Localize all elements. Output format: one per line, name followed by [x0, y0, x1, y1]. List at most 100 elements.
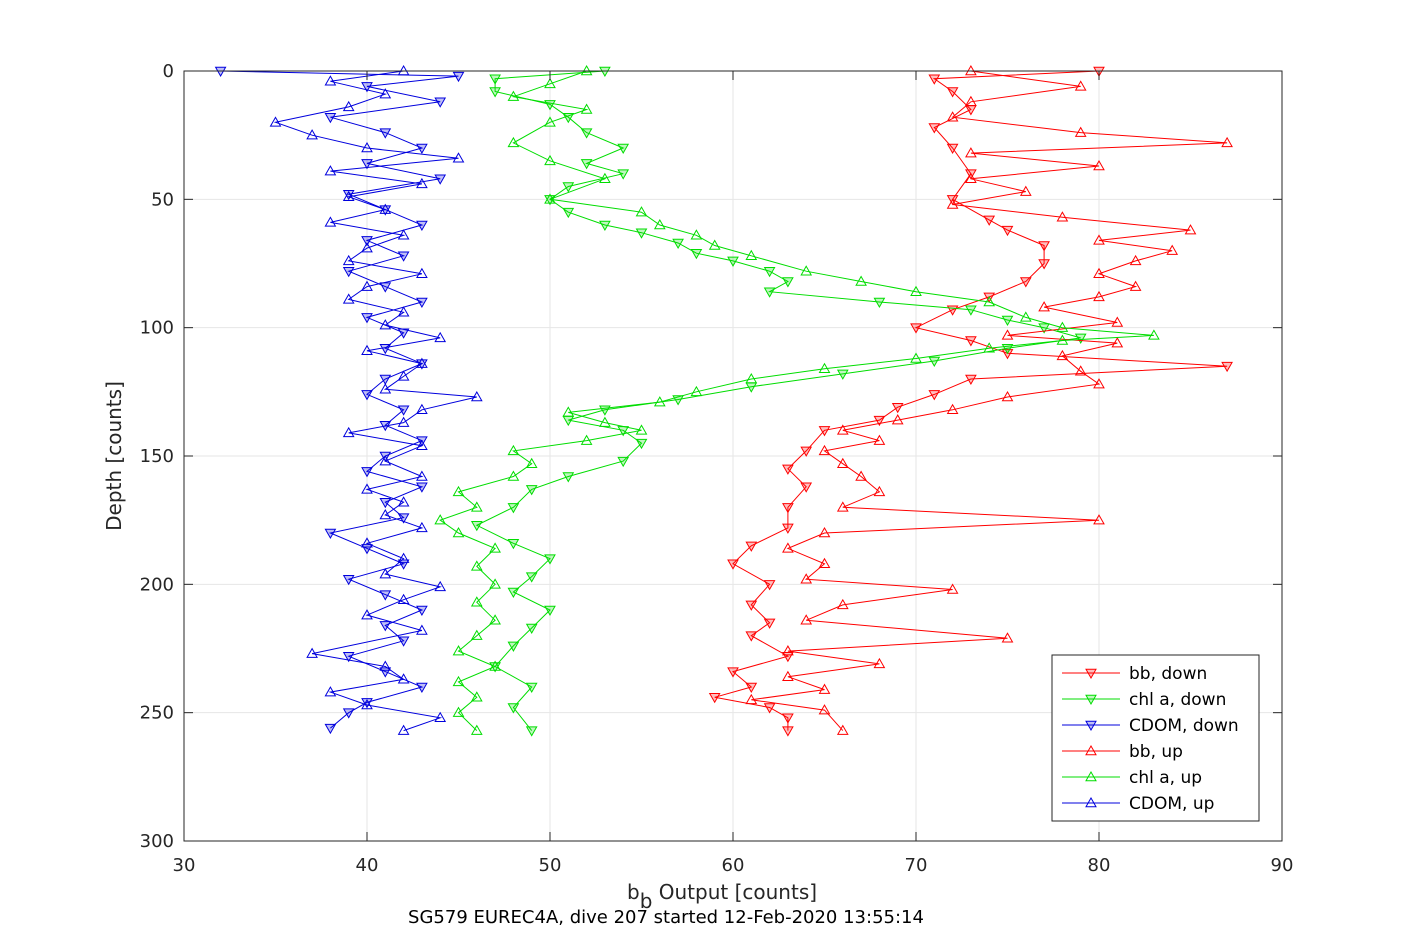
legend-marker	[1085, 668, 1097, 680]
data-point	[617, 456, 630, 468]
series-cdom-up	[269, 64, 483, 735]
data-point	[489, 578, 501, 589]
x-axis-label-rest: Output [counts]	[652, 880, 817, 904]
series-line-cdom-down	[220, 70, 459, 729]
data-point	[580, 103, 593, 114]
data-point	[361, 537, 373, 548]
data-point	[361, 141, 373, 153]
data-point	[507, 470, 520, 481]
data-point	[1074, 333, 1087, 344]
series-line-bb-down	[714, 70, 1228, 731]
data-point	[873, 415, 886, 427]
data-point	[1093, 290, 1105, 302]
data-point	[562, 207, 575, 219]
data-point	[361, 467, 373, 478]
data-point	[324, 528, 337, 540]
data-point	[562, 182, 575, 193]
legend-label: CDOM, down	[1129, 716, 1239, 736]
data-point	[416, 220, 428, 232]
data-point	[782, 503, 794, 514]
series-chl-a-up	[434, 64, 1160, 735]
data-point	[836, 369, 849, 380]
data-point	[562, 112, 575, 124]
data-point	[397, 636, 410, 647]
data-point	[379, 282, 392, 293]
data-point	[946, 111, 959, 122]
data-point	[470, 560, 483, 571]
data-point	[800, 482, 813, 493]
data-point	[324, 686, 337, 697]
data-point	[946, 87, 959, 98]
data-point	[416, 470, 428, 481]
data-point	[452, 526, 465, 538]
data-point	[1074, 126, 1087, 137]
data-point	[782, 523, 794, 534]
data-point	[416, 403, 428, 415]
x-axis-label: bb Output [counts]	[627, 880, 817, 913]
data-point	[763, 266, 776, 278]
data-point	[507, 136, 520, 148]
data-point	[489, 542, 501, 553]
data-point	[434, 331, 447, 343]
data-point	[1056, 321, 1069, 332]
data-point	[342, 189, 355, 201]
data-point	[782, 277, 794, 288]
data-point	[946, 403, 959, 415]
data-point	[416, 682, 428, 694]
data-point	[800, 573, 813, 584]
data-point	[983, 295, 996, 307]
x-tick-label: 30	[173, 855, 196, 876]
data-point	[946, 143, 959, 155]
data-point	[361, 236, 373, 247]
data-point	[397, 593, 410, 604]
data-point	[452, 675, 465, 687]
series-bb-down	[708, 66, 1233, 737]
data-point	[1184, 224, 1197, 235]
data-point	[800, 614, 813, 625]
x-tick-label: 50	[539, 855, 562, 876]
data-point	[1093, 159, 1105, 171]
data-point	[836, 424, 849, 435]
data-point	[599, 66, 611, 78]
data-point	[397, 416, 410, 427]
legend-label: bb, down	[1129, 664, 1207, 684]
series-line-bb-up	[751, 70, 1228, 731]
data-point	[562, 406, 575, 417]
data-point	[397, 405, 410, 416]
data-point	[544, 193, 556, 204]
data-point	[727, 667, 739, 678]
data-point	[470, 390, 483, 402]
data-point	[1038, 259, 1050, 270]
data-point	[397, 724, 410, 735]
data-point	[763, 580, 776, 591]
data-point	[1148, 329, 1160, 340]
data-point	[1093, 514, 1105, 525]
data-point	[946, 583, 959, 594]
legend-label: bb, up	[1129, 742, 1183, 762]
data-point	[342, 651, 355, 663]
data-point	[818, 426, 831, 437]
data-point	[1129, 254, 1142, 266]
data-point	[1019, 185, 1032, 196]
data-point	[873, 657, 886, 669]
data-point	[873, 485, 886, 497]
data-point	[635, 438, 648, 450]
data-point	[782, 645, 794, 656]
data-point	[1111, 316, 1124, 327]
data-point	[489, 614, 501, 625]
data-point	[507, 503, 520, 514]
data-point	[361, 344, 373, 356]
data-point	[525, 726, 538, 737]
data-point	[580, 128, 593, 139]
data-point	[818, 704, 831, 715]
data-point	[782, 713, 794, 724]
data-point	[708, 239, 721, 250]
data-point	[745, 249, 758, 261]
y-axis-label: Depth [counts]	[102, 381, 126, 531]
x-tick-label: 90	[1271, 855, 1294, 876]
data-point	[507, 703, 520, 714]
data-point	[580, 434, 593, 445]
y-tick-label: 200	[140, 574, 174, 595]
data-point	[379, 203, 392, 214]
data-point	[397, 496, 410, 507]
